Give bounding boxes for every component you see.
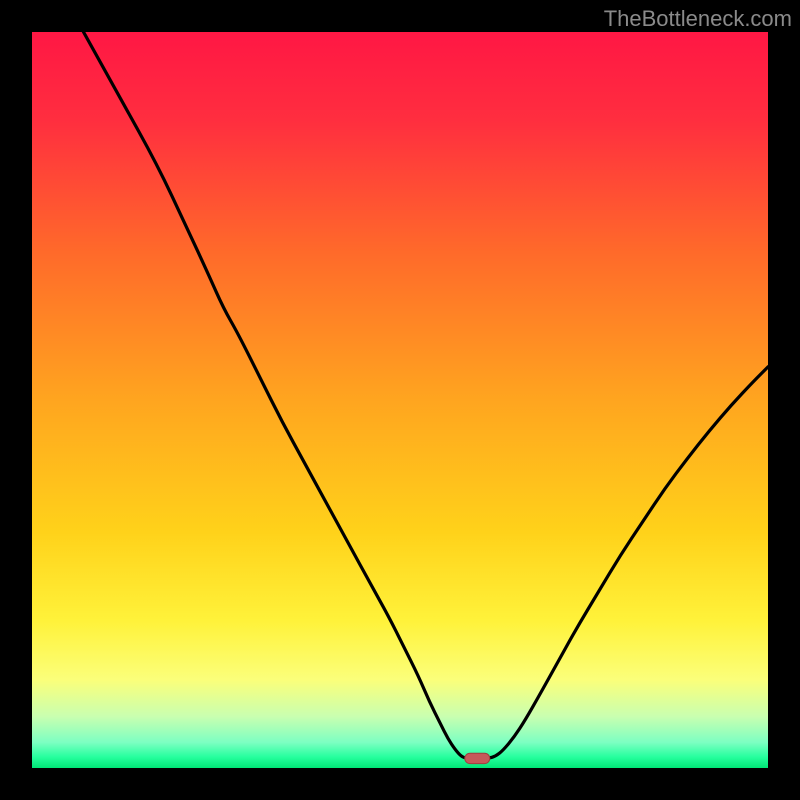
gradient-background (32, 32, 768, 768)
plot-svg (32, 32, 768, 768)
watermark-text: TheBottleneck.com (604, 6, 792, 32)
optimal-marker (465, 753, 490, 763)
plot-area (32, 32, 768, 768)
chart-frame: TheBottleneck.com (0, 0, 800, 800)
